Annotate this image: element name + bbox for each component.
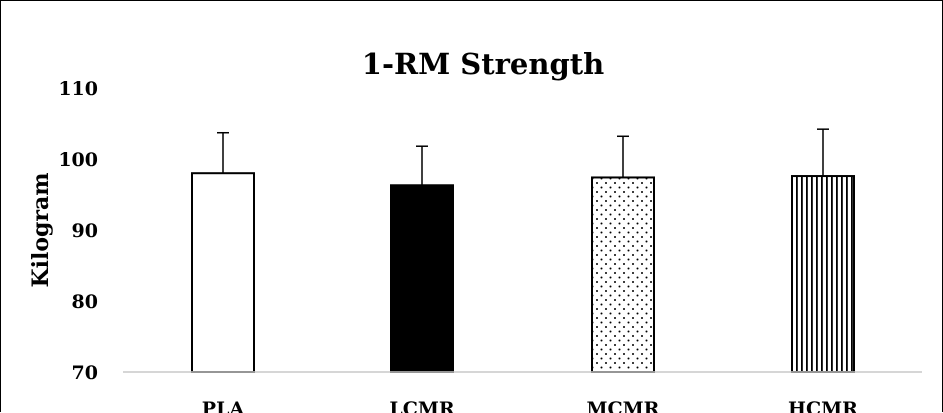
y-tick-label: 100 (58, 149, 98, 171)
y-tick-label: 70 (72, 362, 98, 384)
error-bar-lcmr (416, 145, 428, 186)
bar-lcmr (390, 184, 454, 373)
category-label: HCMR (788, 398, 858, 413)
y-tick-label: 90 (72, 220, 98, 242)
bar-pla (191, 172, 255, 373)
error-bar-hcmr (817, 128, 829, 177)
bar-hcmr (791, 175, 855, 373)
bar-mcmr (591, 176, 655, 373)
category-labels: PLA LCMR MCMR HCMR (202, 398, 858, 413)
category-label: LCMR (389, 398, 455, 413)
error-bars (217, 128, 829, 186)
chart-title: 1-RM Strength (362, 47, 604, 81)
error-bar-mcmr (617, 135, 629, 178)
bars (191, 172, 855, 373)
y-tick-labels: 70 80 90 100 110 (58, 78, 98, 384)
y-tick-label: 110 (58, 78, 98, 100)
y-tick-label: 80 (72, 291, 98, 313)
category-label: PLA (202, 398, 245, 413)
y-axis-label: Kilogram (28, 172, 54, 287)
error-bar-pla (217, 131, 229, 174)
category-label: MCMR (587, 398, 660, 413)
